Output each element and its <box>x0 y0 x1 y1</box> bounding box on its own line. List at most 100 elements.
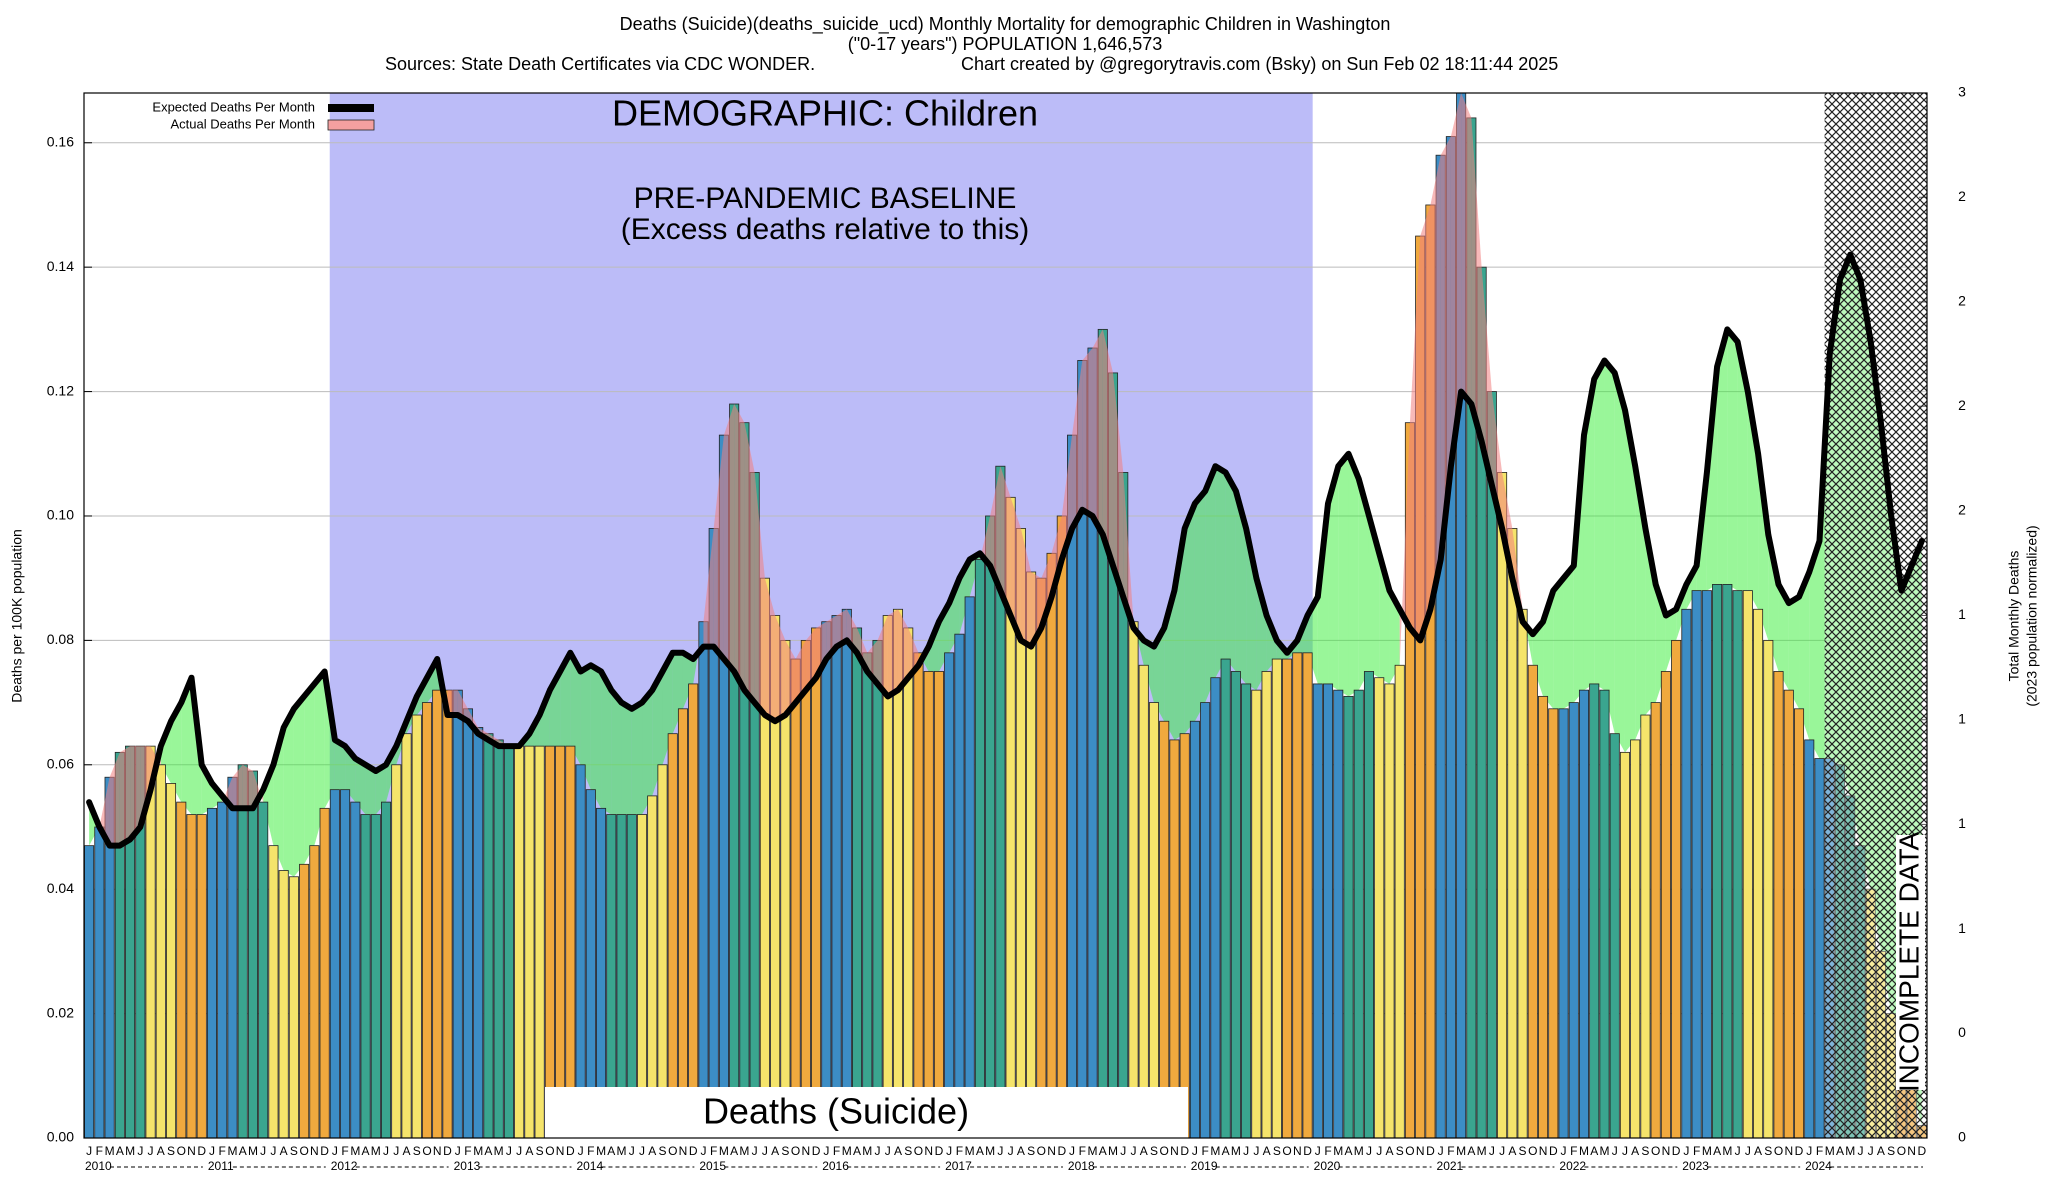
difference-fill <box>1614 372 1625 753</box>
bar <box>1384 683 1395 1139</box>
difference-fill <box>1153 627 1165 722</box>
y-tick-label: 0.06 <box>47 755 74 771</box>
difference-fill <box>1686 565 1697 610</box>
x-tick-label: D <box>1672 1144 1681 1158</box>
bar <box>493 739 504 1139</box>
x-tick-label: A <box>1344 1144 1352 1158</box>
difference-fill <box>365 764 376 815</box>
x-tick-label: N <box>1293 1144 1302 1158</box>
x-tick-label: M <box>1354 1144 1364 1158</box>
x-tick-label: S <box>1150 1144 1158 1158</box>
bar <box>1558 708 1569 1139</box>
x-tick-label: N <box>187 1144 196 1158</box>
bar <box>329 789 340 1139</box>
difference-fill <box>897 609 909 691</box>
x-tick-label: J <box>1438 1144 1444 1158</box>
x-tick-label: J <box>578 1144 584 1158</box>
bar <box>1026 571 1037 1139</box>
x-tick-label: M <box>842 1144 852 1158</box>
bar <box>954 633 965 1139</box>
y2-axis-label: Total Monthly Deaths <box>2006 551 2022 682</box>
x-tick-label: M <box>350 1144 360 1158</box>
x-tick-label: M <box>1088 1144 1098 1158</box>
year-label: 2018 <box>1068 1159 1095 1173</box>
bar <box>1578 689 1590 1139</box>
difference-fill <box>601 671 612 815</box>
bar <box>698 621 709 1139</box>
bar <box>1538 695 1549 1139</box>
x-tick-label: A <box>1590 1144 1598 1158</box>
bar <box>933 671 944 1139</box>
x-tick-label: J <box>629 1144 635 1158</box>
bar <box>1363 671 1374 1139</box>
y2-tick-label: 2 <box>1958 502 1966 518</box>
x-tick-label: S <box>1396 1144 1404 1158</box>
bar <box>227 776 238 1139</box>
x-tick-label: J <box>1499 1144 1505 1158</box>
x-tick-label: A <box>853 1144 861 1158</box>
x-tick-label: J <box>260 1144 266 1158</box>
x-tick-label: M <box>1333 1144 1343 1158</box>
y2-tick-label: 1 <box>1958 710 1966 726</box>
x-tick-label: N <box>1539 1144 1548 1158</box>
bar <box>1814 758 1825 1139</box>
x-tick-label: O <box>299 1144 308 1158</box>
x-tick-label: M <box>1477 1144 1487 1158</box>
x-tick-label: N <box>556 1144 565 1158</box>
x-tick-label: J <box>1253 1144 1259 1158</box>
bar <box>1609 733 1620 1139</box>
y2-tick-label: 2 <box>1958 293 1966 309</box>
x-tick-label: D <box>1303 1144 1312 1158</box>
bar <box>1282 658 1293 1139</box>
annotation: Deaths (Suicide) <box>703 1091 969 1132</box>
annotation: INCOMPLETE DATA <box>1893 832 1924 1093</box>
x-tick-label: A <box>648 1144 656 1158</box>
bar <box>391 764 402 1139</box>
bar <box>1394 664 1405 1139</box>
x-tick-label: F <box>1201 1144 1208 1158</box>
x-tick-label: S <box>658 1144 666 1158</box>
y-tick-label: 0.00 <box>47 1129 74 1145</box>
bar <box>1353 689 1364 1139</box>
credit: Chart created by @gregorytravis.com (Bsk… <box>961 54 1558 74</box>
bar <box>790 658 801 1139</box>
x-tick-label: M <box>227 1144 237 1158</box>
year-label: 2024 <box>1805 1159 1832 1173</box>
x-tick-label: S <box>290 1144 298 1158</box>
difference-fill <box>232 764 243 809</box>
bar <box>1599 689 1610 1139</box>
x-tick-label: A <box>771 1144 779 1158</box>
difference-fill <box>1235 491 1247 684</box>
x-tick-label: J <box>875 1144 881 1158</box>
bar <box>800 639 811 1139</box>
x-tick-label: O <box>422 1144 431 1158</box>
difference-fill <box>447 690 458 716</box>
annotation: PRE-PANDEMIC BASELINE <box>634 182 1017 215</box>
bar <box>903 627 914 1139</box>
difference-fill <box>1123 472 1134 628</box>
bar <box>1548 708 1559 1139</box>
y2-tick-label: 0 <box>1958 1024 1966 1040</box>
difference-fill <box>785 640 796 716</box>
x-tick-label: F <box>341 1144 348 1158</box>
bar <box>1804 739 1815 1139</box>
x-tick-label: A <box>157 1144 165 1158</box>
x-tick-label: F <box>1816 1144 1823 1158</box>
bar <box>1046 552 1057 1139</box>
y2-tick-label: 1 <box>1958 815 1966 831</box>
bar <box>514 745 525 1139</box>
difference-fill <box>703 528 714 647</box>
x-tick-label: S <box>1273 1144 1281 1158</box>
bar <box>166 783 177 1139</box>
legend-swatch <box>327 119 375 131</box>
x-tick-label: J <box>455 1144 461 1158</box>
difference-fill <box>1583 379 1595 691</box>
difference-fill <box>590 665 602 809</box>
x-tick-label: A <box>1877 1144 1885 1158</box>
x-tick-label: M <box>371 1144 381 1158</box>
difference-fill <box>171 702 182 803</box>
x-tick-label: J <box>1069 1144 1075 1158</box>
bar <box>1589 683 1600 1139</box>
x-tick-label: J <box>997 1144 1003 1158</box>
bar <box>1036 577 1047 1139</box>
